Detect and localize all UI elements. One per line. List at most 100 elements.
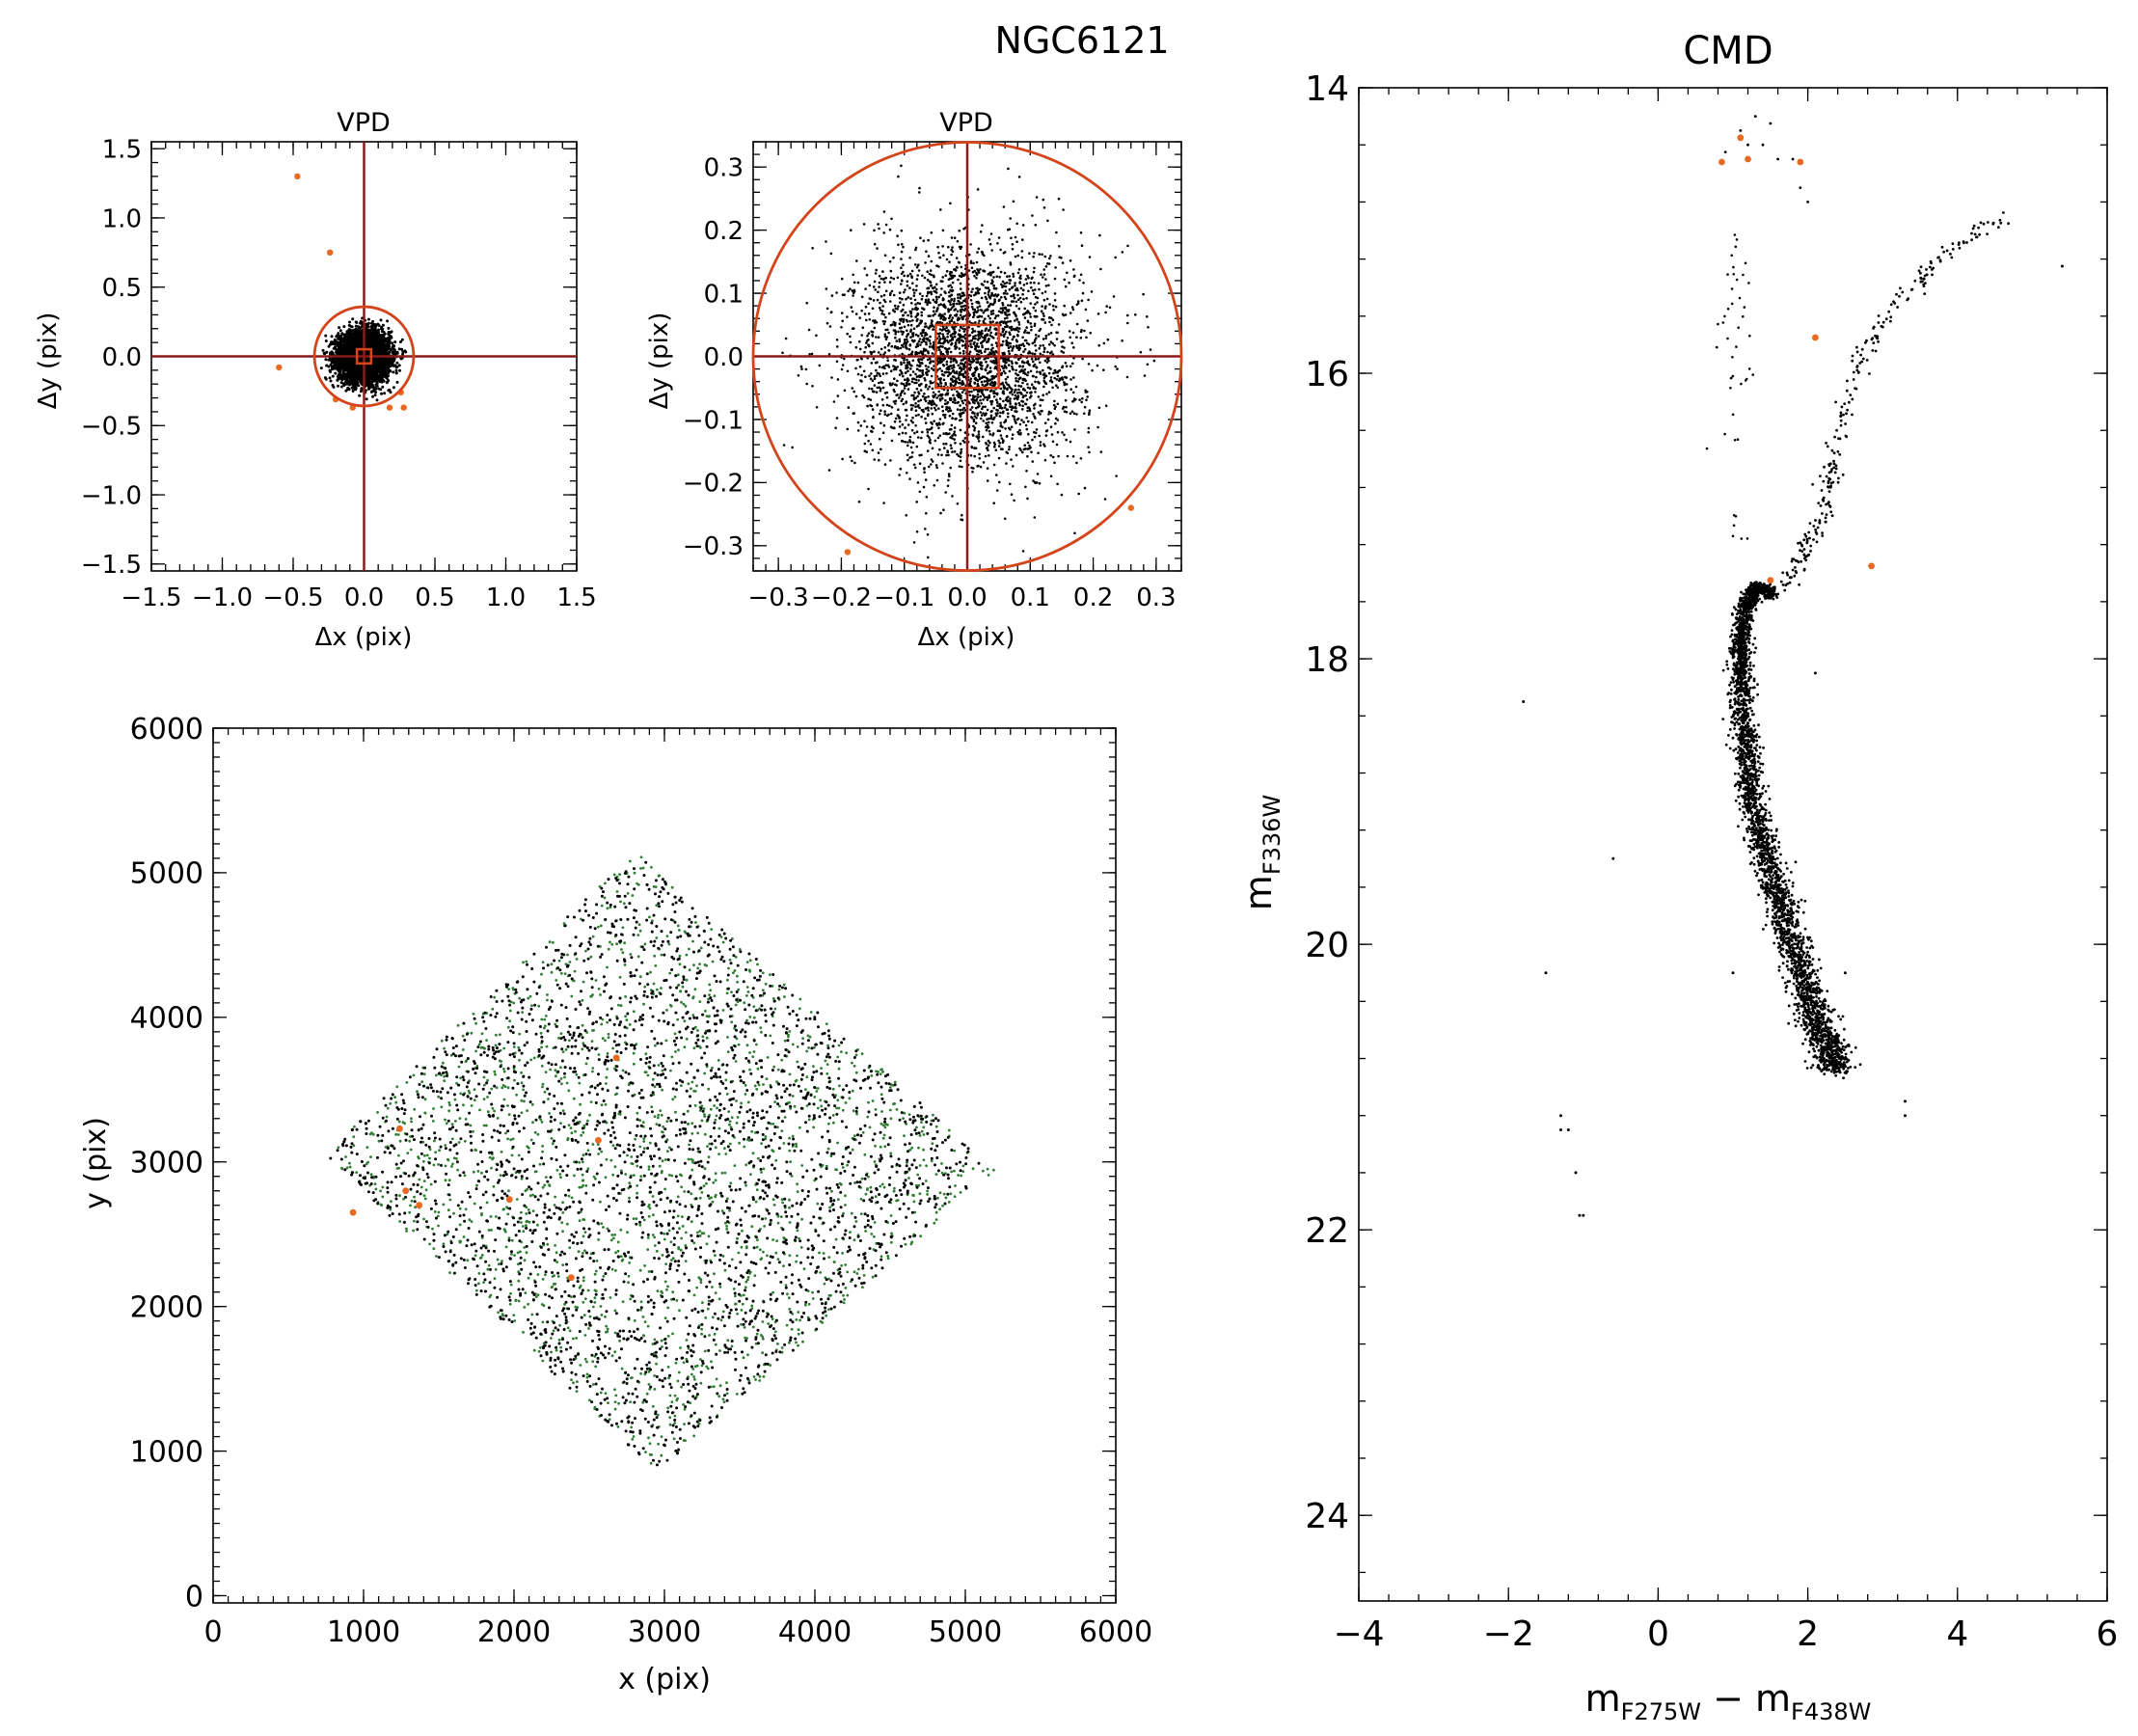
member-point [382, 333, 386, 337]
member-point [357, 367, 361, 371]
member-point [938, 348, 941, 352]
member-point [354, 324, 358, 328]
member-point [906, 280, 909, 284]
member-point [371, 347, 375, 351]
vpd-wide-xtick-label: 1.5 [556, 583, 596, 612]
member-point [328, 342, 332, 346]
member-point [394, 371, 398, 375]
member-point [350, 325, 354, 329]
member-point [374, 379, 378, 383]
member-point [382, 351, 386, 354]
member-point [351, 329, 355, 333]
member-point [880, 421, 882, 425]
vpd-wide-panel: VPD Δx (pix) Δy (pix) −1.5 −1.0 −0.5 0.0 0.5… [34, 108, 597, 652]
member-point [906, 472, 908, 475]
member-point [376, 348, 380, 352]
member-point [371, 394, 374, 398]
member-point [1017, 320, 1020, 324]
member-point [404, 350, 408, 354]
member-point [1061, 431, 1064, 434]
member-point [377, 344, 380, 348]
member-point [392, 343, 395, 347]
member-point [1069, 388, 1072, 392]
member-point [381, 385, 385, 389]
member-point [961, 513, 963, 517]
member-point [1071, 455, 1075, 458]
member-point [1064, 398, 1068, 402]
member-point [392, 348, 396, 352]
rejected-point [276, 364, 283, 371]
member-point [907, 458, 909, 462]
member-point [395, 361, 399, 365]
member-point [925, 367, 929, 371]
member-point [980, 391, 984, 394]
member-point [365, 379, 368, 383]
member-point [376, 364, 380, 367]
member-point [339, 385, 343, 389]
member-point [881, 403, 885, 407]
member-point [346, 369, 350, 372]
member-point [336, 349, 339, 353]
member-point [1029, 322, 1033, 325]
member-point [323, 376, 327, 380]
member-point [350, 334, 354, 338]
member-point [1063, 278, 1067, 282]
member-point [371, 343, 375, 347]
member-point [380, 392, 383, 395]
member-point [1071, 362, 1074, 366]
member-point [390, 336, 393, 339]
figure-title: NGC6121 [994, 19, 1169, 62]
member-point [369, 371, 373, 374]
member-point [865, 318, 868, 322]
vpd-zoom-xlabel: Δx (pix) [918, 623, 1015, 652]
member-point [862, 223, 866, 226]
member-point [383, 367, 386, 371]
member-point [358, 365, 362, 368]
member-point [381, 323, 385, 327]
member-point [1090, 290, 1094, 293]
member-point [348, 341, 352, 345]
member-point [329, 351, 333, 355]
member-point [344, 349, 348, 353]
member-point [1025, 282, 1029, 285]
member-point [366, 317, 370, 321]
member-point [338, 329, 342, 333]
member-point [393, 351, 397, 355]
member-point [366, 383, 370, 387]
member-point [890, 344, 894, 348]
member-point [347, 336, 351, 339]
vpd-wide-xlabel: Δx (pix) [315, 623, 413, 652]
member-point [1086, 319, 1090, 322]
vpd-wide-ytick-label: 0.0 [102, 343, 142, 372]
member-point [374, 343, 377, 347]
vpd-wide-xtick-label: 1.0 [486, 583, 526, 612]
member-point [352, 350, 356, 354]
member-point [330, 340, 334, 344]
member-point [385, 338, 389, 340]
member-point [358, 351, 361, 355]
member-point [367, 328, 371, 332]
member-point [894, 417, 898, 420]
member-point [330, 335, 334, 339]
member-point [328, 376, 332, 380]
member-point [901, 333, 904, 336]
vpd-zoom-ylabel: Δy (pix) [645, 312, 674, 410]
member-point [380, 327, 383, 331]
member-point [340, 362, 344, 366]
member-point [342, 351, 346, 355]
vpd-wide-ytick-label: −0.5 [81, 413, 142, 442]
member-point [338, 326, 341, 330]
member-point [872, 357, 876, 361]
member-point [1065, 405, 1068, 409]
member-point [931, 412, 934, 416]
member-point [380, 338, 384, 341]
member-point [329, 370, 332, 373]
member-point [918, 490, 922, 494]
rejected-point [386, 404, 393, 411]
member-point [1009, 217, 1012, 220]
vpd-wide-ytick-label: 0.5 [102, 274, 142, 303]
member-point [369, 332, 373, 336]
member-point [392, 359, 395, 363]
member-point [380, 380, 384, 384]
member-point [319, 366, 323, 370]
